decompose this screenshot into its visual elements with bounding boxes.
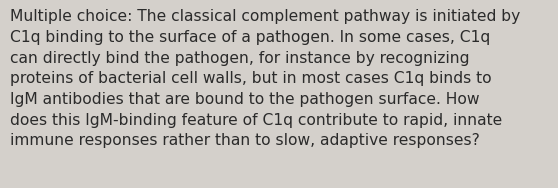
Text: Multiple choice: The classical complement pathway is initiated by
C1q binding to: Multiple choice: The classical complemen… [10, 9, 520, 148]
